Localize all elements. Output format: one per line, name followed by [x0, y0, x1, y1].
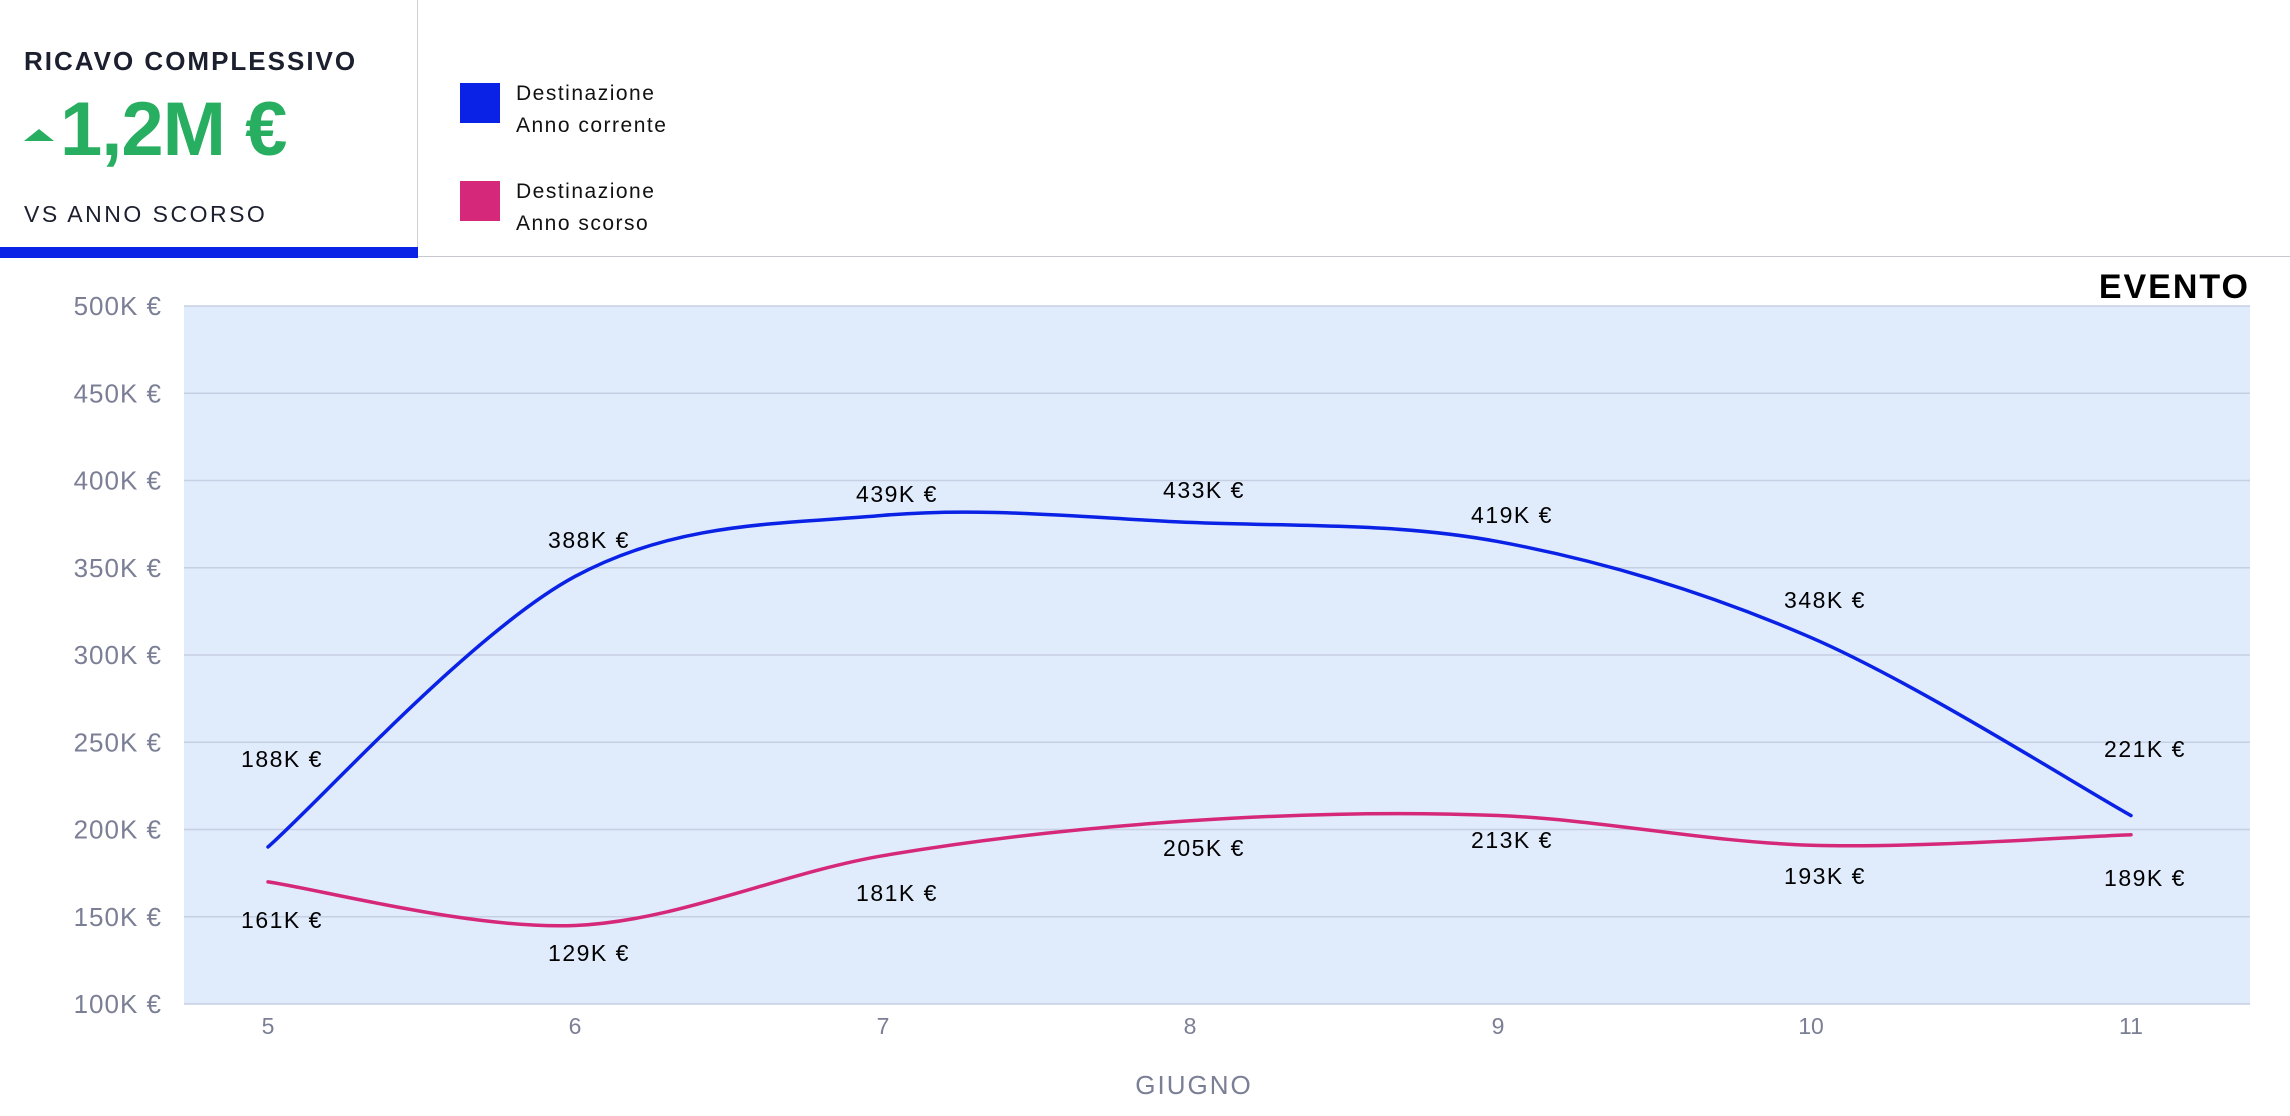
y-tick-label: 250K € — [74, 727, 162, 757]
legend-item-previous[interactable]: Destinazione Anno scorso — [460, 176, 655, 240]
x-tick-label: 9 — [1492, 1013, 1505, 1039]
y-tick-label: 300K € — [74, 640, 162, 670]
x-axis-label: GIUGNO — [1135, 1070, 1252, 1100]
data-label: 388K € — [548, 527, 630, 553]
y-tick-label: 350K € — [74, 553, 162, 583]
data-label: 433K € — [1163, 477, 1245, 503]
data-label: 188K € — [241, 746, 323, 772]
y-tick-label: 150K € — [74, 902, 162, 932]
legend-line1: Destinazione — [516, 82, 656, 105]
data-label: 189K € — [2104, 865, 2186, 891]
kpi-value-row: 1,2M € — [24, 87, 287, 172]
x-tick-label: 6 — [569, 1013, 582, 1039]
y-tick-label: 200K € — [74, 815, 162, 845]
data-label: 181K € — [856, 880, 938, 906]
y-tick-label: 100K € — [74, 989, 162, 1019]
y-tick-label: 450K € — [74, 378, 162, 408]
legend-line2: Anno corrente — [516, 114, 668, 137]
kpi-card: RICAVO COMPLESSIVO 1,2M € VS ANNO SCORSO — [0, 0, 418, 258]
kpi-accent-bar — [0, 247, 418, 258]
x-tick-label: 8 — [1184, 1013, 1197, 1039]
legend-text-previous: Destinazione Anno scorso — [516, 176, 655, 240]
legend-text-current: Destinazione Anno corrente — [516, 78, 667, 142]
data-label: 439K € — [856, 481, 938, 507]
data-label: 129K € — [548, 940, 630, 966]
y-tick-label: 500K € — [74, 291, 162, 321]
data-label: 221K € — [2104, 736, 2186, 762]
data-label: 419K € — [1471, 502, 1553, 528]
data-label: 193K € — [1784, 863, 1866, 889]
data-label: 348K € — [1784, 587, 1866, 613]
data-label: 205K € — [1163, 835, 1245, 861]
legend-swatch-previous — [460, 181, 500, 221]
series-line — [266, 811, 2133, 928]
legend-swatch-current — [460, 83, 500, 123]
kpi-value: 1,2M € — [60, 87, 287, 172]
x-tick-label: 11 — [2119, 1013, 2143, 1039]
trend-up-icon — [24, 129, 54, 141]
kpi-title: RICAVO COMPLESSIVO — [24, 46, 358, 76]
y-tick-label: 400K € — [74, 466, 162, 496]
legend-line1: Destinazione — [516, 180, 656, 203]
legend-line2: Anno scorso — [516, 212, 650, 235]
chart-tag: EVENTO — [2098, 268, 2250, 306]
header-divider — [418, 256, 2290, 257]
legend-item-current[interactable]: Destinazione Anno corrente — [460, 78, 667, 142]
data-label: 213K € — [1471, 827, 1553, 853]
x-tick-label: 7 — [877, 1013, 890, 1039]
kpi-subtitle: VS ANNO SCORSO — [24, 201, 268, 227]
series-line — [266, 510, 2133, 849]
data-label: 161K € — [241, 907, 323, 933]
x-tick-label: 10 — [1798, 1013, 1824, 1039]
x-tick-label: 5 — [262, 1013, 275, 1039]
